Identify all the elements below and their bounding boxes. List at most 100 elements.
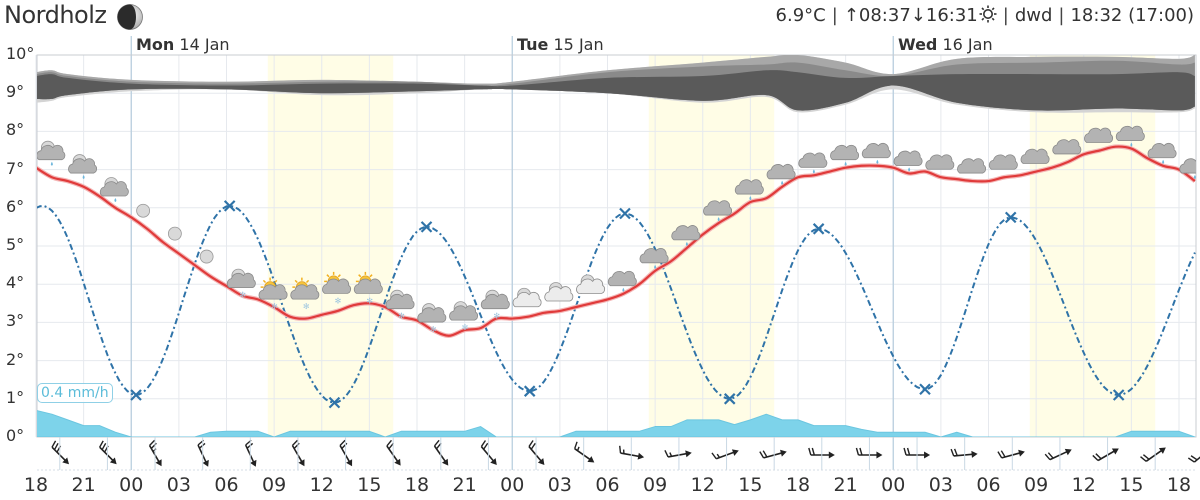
cloud-shape [988, 154, 1018, 170]
wind-arrowhead [637, 452, 645, 460]
wind-feather [1092, 454, 1099, 462]
x-tick-label: 18 [23, 474, 49, 496]
cloud-rain-icon [893, 150, 923, 172]
wind-feather [1187, 457, 1195, 463]
wind-arrowhead [346, 459, 353, 467]
wind-barb-icon [808, 447, 835, 459]
sun-ray [358, 274, 362, 278]
x-tick-label: 00 [881, 474, 906, 496]
snow-flake: ✻ [335, 296, 342, 305]
cloud-icon [1020, 148, 1050, 164]
wind-feather [855, 447, 860, 456]
x-tick-label: 21 [71, 474, 96, 496]
rain-drop [749, 196, 752, 201]
rain-drop [50, 161, 53, 166]
sunrise-arrow-icon: ↑ [843, 5, 859, 26]
sunset-time: 16:31 [925, 5, 978, 26]
wind-barb-icon [997, 449, 1025, 459]
wind-arrowhead [441, 458, 449, 466]
wind-arrowhead [298, 459, 305, 467]
cloud-shape [1052, 139, 1082, 155]
rain-drop [654, 264, 657, 269]
header-info: 6.9°C | ↑08:37↓16:31 | dwd | 18:32 (17:00) [775, 5, 1194, 26]
cloud-shape [480, 293, 510, 310]
y-tick-label: 10° [6, 44, 35, 63]
rain-drop [717, 217, 720, 222]
wind-barb-icon [855, 447, 883, 459]
wind-arrowhead [109, 457, 117, 465]
y-tick-label: 5° [6, 235, 25, 254]
tide-extreme-marker [619, 207, 631, 220]
sun-ray [369, 274, 373, 278]
sun-ray [326, 274, 330, 278]
moon-cloud-icon [512, 287, 542, 308]
x-tick-label: 12 [309, 474, 334, 496]
moon-phase-icon [117, 4, 143, 30]
wind-feather [619, 445, 622, 454]
cloud-shape [322, 278, 352, 294]
cloud-sun-snow-icon: ✻ [353, 271, 383, 305]
x-tick-label: 12 [1071, 474, 1096, 496]
cloud-moon-snow-icon: ✻ [480, 289, 510, 321]
cloud-moon-rain-icon [37, 140, 66, 166]
cloud-shape [68, 158, 98, 174]
cloud-shape [290, 284, 320, 300]
x-tick-label: 03 [547, 474, 572, 496]
cloud-shape [957, 158, 987, 174]
wind-arrowhead [155, 459, 162, 467]
wind-feather [903, 447, 907, 456]
cloud-icon [957, 158, 987, 174]
wind-barb-icon [903, 447, 931, 459]
x-tick-label: 03 [928, 474, 953, 496]
rain-drop [1130, 142, 1133, 147]
wind-feather [53, 442, 59, 451]
y-tick-label: 7° [6, 158, 25, 178]
sun-ray [305, 279, 310, 284]
cloud-shape [639, 247, 669, 264]
wind-arrowhead [1018, 449, 1025, 457]
cloud-shape [830, 144, 860, 161]
wind-feather [859, 447, 863, 456]
cloud-rain-icon [766, 163, 796, 185]
wind-half-feather [576, 446, 580, 451]
wind-arrowhead [1158, 447, 1166, 454]
cloud-shape [385, 293, 415, 310]
wind-barb-icon [197, 439, 209, 467]
y-tick-label: 8° [6, 120, 25, 140]
x-tick-label: 06 [595, 474, 620, 496]
snow-flake: ✻ [239, 291, 246, 300]
wind-half-feather [716, 453, 721, 458]
wind-arrowhead [537, 458, 545, 465]
cloud-shape [37, 144, 66, 161]
cloud-sun-snow-icon: ✻ [322, 271, 352, 305]
cloud-moon-rain-icon [99, 177, 129, 202]
wind-feather [99, 440, 104, 448]
wind-arrowhead [1111, 448, 1119, 455]
wind-barb-icon [99, 440, 117, 465]
wind-feather [101, 442, 107, 451]
moon-cloud-icon [167, 226, 182, 241]
tide-extreme-marker [919, 383, 931, 396]
rain-drop [622, 287, 625, 292]
wind-arrowhead [971, 450, 978, 458]
wind-arrowhead [490, 458, 497, 465]
moon-cloud-icon [136, 203, 151, 218]
snow-flake: ✻ [430, 325, 437, 334]
wind-feather [808, 447, 812, 456]
wind-feather [711, 452, 717, 460]
wind-arrowhead [394, 458, 401, 466]
x-tick-label: 15 [1119, 474, 1144, 496]
moon-cloud-icon [544, 282, 574, 302]
wind-half-feather [622, 449, 625, 454]
sun-ray [274, 279, 278, 284]
wind-feather [339, 439, 346, 446]
moon-shape [136, 203, 151, 218]
wind-feather [386, 439, 393, 447]
cloud-rain-icon [798, 152, 828, 174]
cloud-shape [1020, 148, 1050, 164]
wind-feather [1000, 450, 1006, 458]
cloud-icon [1084, 127, 1114, 143]
cloud-shape [544, 286, 574, 302]
tide-curve [37, 204, 1196, 404]
